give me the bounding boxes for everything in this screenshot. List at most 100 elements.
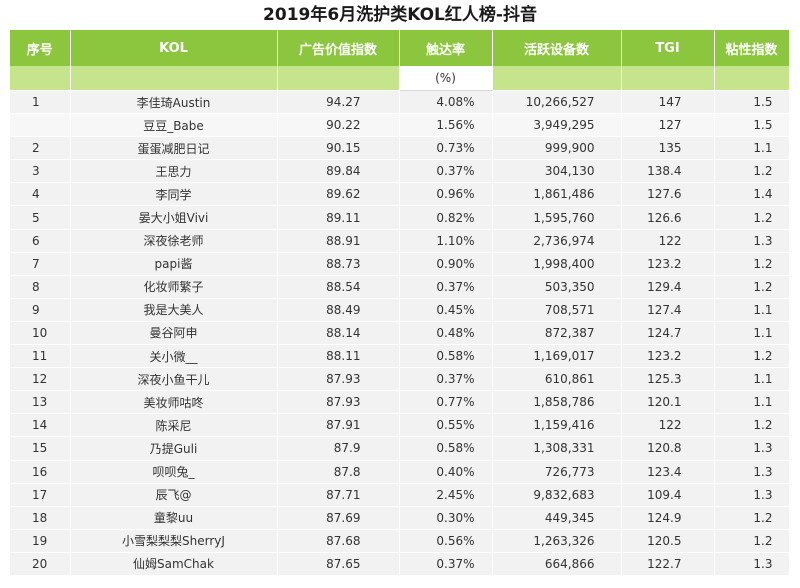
table-row: 10 曼谷阿申 88.14 0.48% 872,387 124.7 1.1 [10, 321, 790, 346]
cell-stickiness: 1.2 [714, 506, 790, 530]
table-unit-row: (%) [10, 66, 790, 91]
cell-tgi: 123.2 [621, 344, 715, 369]
cell-reach: 0.58% [399, 436, 493, 461]
cell-ad-index: 89.11 [277, 205, 400, 230]
cell-stickiness: 1.1 [714, 321, 790, 346]
cell-ad-index: 87.93 [277, 367, 400, 392]
cell-rank: 12 [10, 367, 71, 392]
table-row: 18 童黎uu 87.69 0.30% 449,345 124.9 1.2 [10, 506, 790, 530]
cell-reach: 0.58% [399, 344, 493, 369]
cell-devices: 872,387 [492, 321, 622, 346]
cell-kol: 乃提Guli [70, 436, 278, 461]
cell-reach: 0.40% [399, 460, 493, 484]
cell-tgi: 127.4 [621, 298, 715, 322]
cell-ad-index: 87.68 [277, 529, 400, 553]
cell-ad-index: 88.54 [277, 275, 400, 299]
cell-rank: 5 [10, 205, 71, 230]
cell-devices: 9,832,683 [492, 483, 622, 507]
cell-ad-index: 89.62 [277, 182, 400, 207]
cell-rank: 17 [10, 483, 71, 507]
cell-ad-index: 88.14 [277, 321, 400, 346]
kol-ranking-table: 序号 KOL 广告价值指数 触达率 活跃设备数 TGI 粘性指数 (%) 1 李佳… [10, 30, 790, 576]
cell-kol: 蛋蛋减肥日记 [70, 136, 278, 161]
cell-devices: 1,595,760 [492, 205, 622, 230]
cell-kol: 呗呗兔_ [70, 460, 278, 484]
cell-kol: 深夜小鱼干儿 [70, 367, 278, 392]
cell-rank: 6 [10, 229, 71, 253]
table-row: 13 美妆师咕咚 87.93 0.77% 1,858,786 120.1 1.1 [10, 390, 790, 415]
cell-devices: 1,861,486 [492, 182, 622, 207]
header-devices: 活跃设备数 [492, 30, 622, 66]
cell-reach: 0.48% [399, 321, 493, 346]
cell-devices: 503,350 [492, 275, 622, 299]
cell-devices: 1,308,331 [492, 436, 622, 461]
cell-ad-index: 87.65 [277, 552, 400, 576]
cell-rank: 1 [10, 90, 71, 115]
cell-stickiness: 1.3 [714, 552, 790, 576]
table-row: 2 蛋蛋减肥日记 90.15 0.73% 999,900 135 1.1 [10, 136, 790, 161]
table-row: 12 深夜小鱼干儿 87.93 0.37% 610,861 125.3 1.1 [10, 367, 790, 392]
unit-stickiness [714, 66, 790, 91]
table-row: 15 乃提Guli 87.9 0.58% 1,308,331 120.8 1.3 [10, 436, 790, 461]
cell-devices: 610,861 [492, 367, 622, 392]
page-title: 2019年6月洗护类KOL红人榜-抖音 [263, 5, 537, 25]
cell-stickiness: 1.3 [714, 483, 790, 507]
cell-tgi: 120.5 [621, 529, 715, 553]
cell-ad-index: 87.8 [277, 460, 400, 484]
cell-devices: 10,266,527 [492, 90, 622, 115]
cell-reach: 0.55% [399, 413, 493, 438]
cell-reach: 0.82% [399, 205, 493, 230]
cell-kol: 李同学 [70, 182, 278, 207]
unit-reach: (%) [399, 66, 493, 91]
table-row: 17 辰飞@ 87.71 2.45% 9,832,683 109.4 1.3 [10, 483, 790, 507]
cell-kol: 美妆师咕咚 [70, 390, 278, 415]
cell-stickiness: 1.3 [714, 460, 790, 484]
cell-tgi: 122 [621, 413, 715, 438]
cell-stickiness: 1.2 [714, 529, 790, 553]
cell-kol: 陈采尼 [70, 413, 278, 438]
table-row: 5 晏大小姐Vivi 89.11 0.82% 1,595,760 126.6 1.2 [10, 205, 790, 230]
table-row: 4 李同学 89.62 0.96% 1,861,486 127.6 1.4 [10, 182, 790, 207]
cell-ad-index: 89.84 [277, 159, 400, 184]
cell-stickiness: 1.3 [714, 436, 790, 461]
cell-tgi: 124.9 [621, 506, 715, 530]
cell-kol: 豆豆_Babe [70, 113, 278, 138]
cell-tgi: 122 [621, 229, 715, 253]
header-rank: 序号 [10, 30, 71, 66]
cell-reach: 1.10% [399, 229, 493, 253]
cell-rank: 8 [10, 275, 71, 299]
cell-tgi: 120.1 [621, 390, 715, 415]
table-row: 16 呗呗兔_ 87.8 0.40% 726,773 123.4 1.3 [10, 460, 790, 484]
table-header-row: 序号 KOL 广告价值指数 触达率 活跃设备数 TGI 粘性指数 [10, 30, 790, 66]
cell-devices: 2,736,974 [492, 229, 622, 253]
cell-devices: 1,263,326 [492, 529, 622, 553]
cell-ad-index: 88.73 [277, 252, 400, 276]
unit-kol [70, 66, 278, 91]
cell-stickiness: 1.3 [714, 229, 790, 253]
cell-reach: 0.37% [399, 159, 493, 184]
cell-devices: 708,571 [492, 298, 622, 322]
cell-devices: 3,949,295 [492, 113, 622, 138]
table-row: 豆豆_Babe 90.22 1.56% 3,949,295 127 1.5 [10, 113, 790, 138]
cell-stickiness: 1.2 [714, 344, 790, 369]
cell-rank: 13 [10, 390, 71, 415]
cell-reach: 1.56% [399, 113, 493, 138]
cell-ad-index: 94.27 [277, 90, 400, 115]
cell-kol: 我是大美人 [70, 298, 278, 322]
cell-ad-index: 87.71 [277, 483, 400, 507]
cell-devices: 999,900 [492, 136, 622, 161]
unit-ad-index [277, 66, 400, 91]
cell-kol: 辰飞@ [70, 483, 278, 507]
cell-reach: 0.73% [399, 136, 493, 161]
cell-reach: 2.45% [399, 483, 493, 507]
table-body: 1 李佳琦Austin 94.27 4.08% 10,266,527 147 1.5 豆豆_B… [10, 90, 790, 576]
cell-rank: 9 [10, 298, 71, 322]
cell-devices: 304,130 [492, 159, 622, 184]
table-row: 19 小雪梨梨梨SherryJ 87.68 0.56% 1,263,326 120.5 1.… [10, 529, 790, 553]
cell-kol: papi酱 [70, 252, 278, 276]
cell-devices: 449,345 [492, 506, 622, 530]
cell-rank: 4 [10, 182, 71, 207]
cell-ad-index: 87.69 [277, 506, 400, 530]
cell-devices: 1,998,400 [492, 252, 622, 276]
cell-ad-index: 88.49 [277, 298, 400, 322]
